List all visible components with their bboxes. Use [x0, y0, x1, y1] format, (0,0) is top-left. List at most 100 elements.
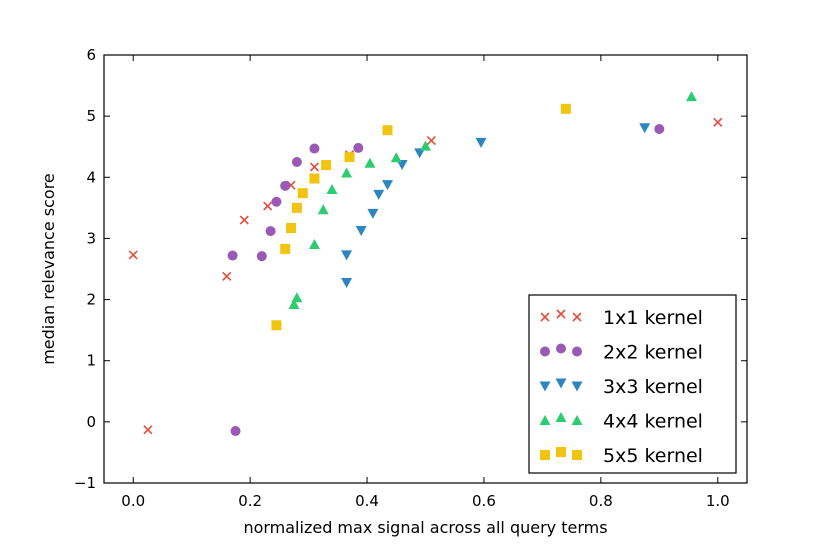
data-point — [426, 136, 436, 146]
data-point — [309, 143, 320, 154]
data-point — [353, 142, 364, 153]
legend-marker — [539, 381, 551, 392]
data-point — [713, 117, 723, 127]
data-point — [297, 188, 308, 199]
series-1x1-kernel — [128, 117, 723, 435]
y-tick-label: −1 — [74, 474, 96, 492]
data-point — [128, 250, 138, 260]
legend-marker — [572, 450, 582, 460]
legend-label: 1x1 kernel — [603, 307, 703, 329]
legend-marker — [556, 343, 566, 354]
data-point — [475, 137, 487, 148]
x-tick-label: 0.8 — [589, 492, 613, 510]
data-point — [382, 125, 393, 136]
x-marker-stroke — [263, 201, 273, 211]
legend-label: 2x2 kernel — [603, 342, 703, 364]
legend-marker — [540, 450, 550, 460]
legend-marker — [572, 312, 582, 322]
data-point — [265, 226, 276, 237]
legend-entry: 1x1 kernel — [540, 307, 703, 329]
x-marker-stroke — [222, 271, 232, 281]
legend-entry: 2x2 kernel — [540, 342, 703, 364]
data-point — [654, 123, 665, 134]
data-point — [317, 204, 329, 215]
legend-marker — [571, 381, 583, 392]
data-point — [143, 425, 153, 435]
x-marker-stroke — [309, 162, 320, 172]
legend-label: 4x4 kernel — [603, 411, 703, 433]
series-4x4-kernel — [288, 91, 697, 309]
plot-frame — [103, 54, 748, 484]
legend-entry: 3x3 kernel — [539, 376, 703, 398]
data-point — [309, 173, 320, 184]
data-point — [291, 202, 302, 213]
data-point — [280, 180, 291, 191]
x-marker-stroke — [239, 215, 249, 225]
x-tick-label: 0.4 — [355, 492, 379, 510]
x-tick-label: 0.2 — [238, 492, 262, 510]
data-point — [291, 292, 303, 303]
data-point — [321, 160, 332, 171]
data-point — [420, 140, 431, 151]
y-tick-label: 0 — [86, 413, 96, 431]
data-point — [367, 208, 379, 219]
data-point — [382, 180, 394, 191]
data-point — [291, 157, 302, 167]
legend-marker — [555, 378, 567, 389]
data-point — [230, 426, 241, 437]
data-point — [341, 167, 353, 178]
x-marker-stroke — [540, 312, 550, 322]
series-3x3-kernel — [341, 123, 651, 288]
data-point — [685, 91, 697, 102]
data-point — [344, 152, 355, 163]
data-point — [280, 243, 291, 254]
data-point — [309, 162, 320, 172]
legend-entry: 4x4 kernel — [539, 411, 703, 433]
data-point — [560, 103, 571, 114]
data-point — [271, 320, 282, 331]
y-tick-label: 5 — [86, 107, 96, 125]
x-marker-stroke — [713, 117, 723, 127]
legend-marker — [571, 415, 583, 425]
data-point — [239, 215, 249, 225]
data-point — [364, 157, 376, 168]
data-point — [341, 250, 353, 261]
x-marker-stroke — [128, 250, 138, 260]
legend-marker — [540, 312, 550, 322]
x-marker-stroke — [143, 425, 153, 435]
data-point — [308, 239, 320, 250]
x-tick-label: 1.0 — [706, 492, 730, 510]
legend: 1x1 kernel 2x2 kernel 3x3 kernel 4x4 kernel… — [528, 294, 737, 474]
data-point — [639, 123, 651, 134]
data-point — [326, 184, 338, 195]
x-tick-label: 0.6 — [472, 492, 496, 510]
data-point — [288, 298, 300, 309]
data-point — [263, 201, 273, 211]
legend-marker — [572, 346, 582, 357]
series-5x5-kernel — [271, 103, 571, 331]
data-point — [373, 189, 385, 200]
legend-marker — [539, 415, 551, 425]
y-tick-label: 2 — [86, 291, 96, 309]
y-tick-label: 1 — [86, 352, 96, 370]
data-point — [341, 277, 353, 288]
data-point — [271, 196, 282, 207]
series-2x2-kernel — [227, 123, 665, 437]
legend-marker — [556, 447, 566, 457]
legend-entry: 5x5 kernel — [540, 445, 703, 467]
data-point — [414, 148, 426, 159]
y-tick-label: 6 — [86, 46, 96, 64]
y-axis-label: median relevance score — [39, 173, 58, 365]
x-marker-stroke — [426, 136, 436, 146]
x-axis-label: normalized max signal across all query t… — [243, 518, 607, 537]
data-point — [390, 152, 402, 163]
data-point — [227, 250, 238, 261]
legend-label: 5x5 kernel — [603, 445, 703, 467]
legend-marker — [555, 412, 567, 422]
legend-marker — [556, 309, 566, 319]
data-point — [355, 225, 367, 236]
y-tick-label: 4 — [86, 168, 96, 186]
data-point — [286, 223, 297, 234]
legend-box — [528, 294, 737, 474]
